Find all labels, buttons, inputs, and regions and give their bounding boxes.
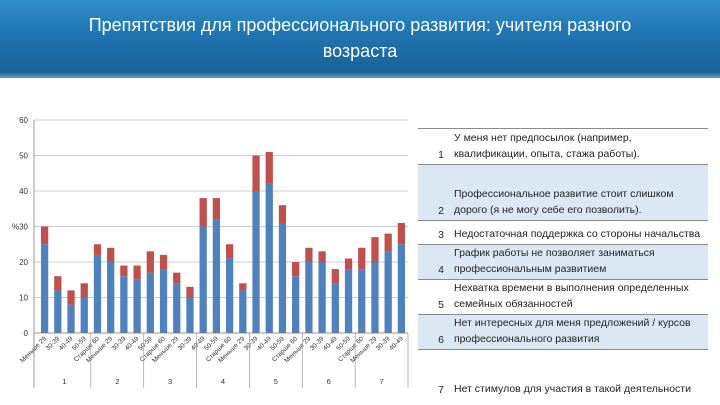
group-label: 7 [379,377,383,386]
bar-segment-series-1 [331,283,339,333]
bar-segment-series-1 [344,269,353,333]
bar-segment-series-2 [199,198,207,227]
bar-segment-series-2 [384,233,392,252]
group-label: 2 [115,377,119,386]
chart-title: Препятствия для профессионального развит… [88,15,632,61]
y-tick-label: 50 [19,152,28,161]
legend-row: 2 Профессиональное развитие стоит слишком… [418,164,708,221]
bar-segment-series-1 [265,183,273,333]
bar-segment-series-1 [80,297,88,333]
x-tick-label: 40-49 [388,335,405,352]
y-tick-label: 20 [19,258,28,267]
legend-row-number: 1 [438,149,444,161]
group-label: 4 [221,377,225,386]
bar-segment-series-1 [239,290,247,333]
bar-segment-series-1 [371,262,379,333]
bar-segment-series-1 [212,219,221,333]
y-tick-label: 60 [19,116,28,125]
legend-row: 4 График работы не позволяет заниматься п… [418,244,708,280]
legend-row-number: 6 [418,314,450,350]
bar-segment-series-1 [107,262,115,333]
bar-segment-series-2 [133,265,141,280]
bar-segment-series-2 [278,205,287,223]
bar-segment-series-2 [265,151,273,184]
y-tick-label: %30 [12,223,29,232]
legend-row-text: Недостаточная поддержка со стороны начал… [454,228,701,240]
bar-segment-series-2 [358,247,366,270]
bar-segment-series-1 [186,297,194,333]
bar-segment-series-1 [159,269,168,333]
bar-segment-series-2 [54,276,62,291]
bar-segment-series-2 [318,251,326,262]
y-tick-label: 40 [19,187,28,196]
legend-row-number: 4 [418,244,450,280]
bar-segment-series-1 [305,262,313,333]
bar-segment-series-2 [67,290,75,305]
bar-segment-series-1 [252,191,260,333]
bar-segment-series-2 [292,262,300,277]
bar-segment-series-1 [133,279,141,333]
group-label: 3 [168,377,172,386]
y-tick-label: 0 [24,329,29,338]
legend-row-number: 5 [438,299,444,311]
bar-segment-series-1 [67,304,75,333]
legend-row-number: 7 [438,383,444,396]
bar-segment-series-2 [80,283,88,298]
legend-row-text: График работы не позволяет заниматься пр… [450,244,708,280]
bar-segment-series-2 [173,272,181,284]
bar-segment-series-2 [159,254,168,270]
bars [40,151,406,333]
bar-segment-series-1 [40,244,49,333]
legend-row-text: Профессиональное развитие стоит слишком … [450,164,708,221]
bar-segment-series-2 [371,237,379,262]
legend-row: 1 У меня нет предпосылок (например, квали… [418,128,708,165]
bar-segment-series-2 [93,244,102,255]
legend-row-text: Нет стимулов для участия в такой деятель… [454,382,691,395]
legend-row: 7 Нет стимулов для участия в такой деятел… [418,349,708,399]
bar-segment-series-2 [305,247,313,262]
bar-segment-series-2 [344,258,353,270]
bar-segment-series-2 [120,265,128,277]
bar-segment-series-1 [54,290,62,333]
y-tick-label: 10 [19,294,28,303]
legend-row-number: 3 [438,229,444,241]
bar-segment-series-1 [225,258,234,333]
bar-segment-series-2 [239,283,247,291]
legend-row: 6 Нет интересных для меня предложений / к… [418,314,708,350]
bar-segment-series-1 [318,262,326,333]
legend-row-number: 2 [418,164,450,221]
bar-segment-series-2 [212,198,221,220]
bar-segment-series-1 [292,276,300,333]
bar-segment-series-1 [199,226,207,333]
legend-row-text: У меня нет предпосылок (например, квалиф… [454,132,640,160]
bar-segment-series-2 [225,244,234,259]
bar-segment-series-2 [397,222,406,245]
legend-row: 5 Нехватка времени в выполнения определен… [418,279,708,315]
bar-segment-series-1 [358,269,366,333]
legend-row-text: Нехватка времени в выполнения определенн… [454,282,689,310]
bar-segment-series-1 [384,251,392,333]
bar-segment-series-1 [173,283,181,333]
bar-segment-series-1 [93,254,102,333]
bar-segment-series-1 [120,276,128,333]
group-label: 6 [327,377,331,386]
bar-segment-series-2 [146,251,154,273]
bar-segment-series-2 [252,155,260,191]
bar-segment-series-2 [107,247,115,262]
legend-row: 3 Недостаточная поддержка со стороны нача… [418,220,708,245]
category-legend-table: 1 У меня нет предпосылок (например, квали… [418,128,708,399]
title-banner: Препятствия для профессионального развит… [0,0,720,78]
legend-row-text: Нет интересных для меня предложений / ку… [450,314,708,350]
bar-segment-series-2 [40,226,49,245]
bar-segment-series-2 [186,286,194,298]
group-label: 5 [274,377,278,386]
bar-segment-series-1 [278,222,287,333]
group-label: 1 [62,377,66,386]
bar-segment-series-1 [397,244,406,333]
bar-segment-series-2 [331,269,339,284]
bar-segment-series-1 [146,272,154,333]
